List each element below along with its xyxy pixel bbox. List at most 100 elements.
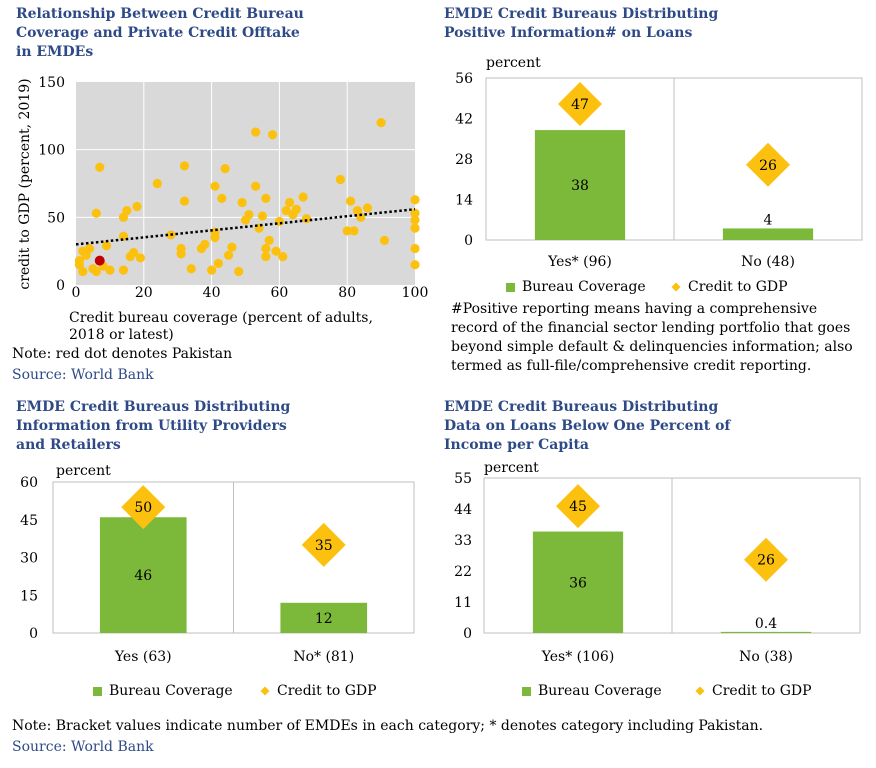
diamond-value-label: 26	[759, 158, 777, 174]
bar-y-tick-label: 14	[455, 193, 473, 209]
scatter-y-tick-label: 0	[56, 278, 65, 294]
diamond-value-label: 47	[571, 97, 589, 113]
scatter-x-axis-label: Credit bureau coverage (percent of adult…	[69, 310, 373, 326]
scatter-point	[220, 164, 230, 174]
scatter-point	[376, 118, 386, 128]
scatter-point	[244, 210, 254, 220]
bar-value-label: 38	[571, 178, 589, 194]
bar-category-label: No (48)	[741, 254, 795, 270]
footnote-line: beyond simple default & delinquencies in…	[451, 339, 853, 355]
bottom-note: Note: Bracket values indicate number of …	[12, 718, 764, 734]
scatter-y-axis-label: credit to GDP (percent, 2019)	[17, 78, 33, 289]
scatter-point	[410, 243, 420, 254]
bar-y-tick-label: 33	[454, 533, 472, 549]
scatter-point	[410, 195, 420, 205]
title-line: Information from Utility Providers	[16, 418, 287, 434]
scatter-point	[186, 264, 196, 274]
footnote-line: #Positive reporting means having a compr…	[451, 301, 818, 317]
bar-y-tick-label: 60	[20, 475, 38, 491]
scatter-point	[122, 205, 132, 216]
bar-coverage	[280, 602, 368, 633]
legend-credit-swatch	[260, 686, 270, 696]
scatter-trend-line	[75, 207, 416, 246]
scatter-point	[200, 239, 210, 249]
scatter-point	[227, 242, 237, 252]
positive-info-chart-title: EMDE Credit Bureaus Distributing Positiv…	[444, 5, 824, 43]
bar-value-label: 36	[569, 575, 587, 591]
diamond-value-label: 26	[757, 553, 775, 569]
credit-diamond	[558, 82, 602, 127]
scatter-source: Source: World Bank	[12, 367, 154, 383]
bar-y-tick-label: 0	[29, 626, 38, 642]
bar-coverage	[534, 130, 626, 240]
diamond-value-label: 45	[569, 499, 587, 515]
scatter-point	[410, 215, 420, 225]
scatter-x-tick-label: 20	[135, 285, 153, 301]
bar-coverage	[99, 517, 187, 633]
scatter-point	[237, 197, 247, 208]
bar-category-label: No* (81)	[293, 649, 354, 665]
scatter-point	[84, 243, 95, 254]
scatter-point	[410, 223, 420, 233]
scatter-point	[356, 212, 366, 222]
title-line: EMDE Credit Bureaus Distributing	[444, 6, 719, 22]
scatter-point	[179, 196, 190, 206]
bar-y-axis-label: percent	[486, 55, 541, 71]
legend-credit-label: Credit to GDP	[277, 683, 377, 699]
legend-bureau-swatch	[93, 687, 102, 696]
title-line: Relationship Between Credit Bureau	[16, 6, 304, 22]
scatter-point	[264, 235, 274, 245]
legend-credit-label: Credit to GDP	[688, 279, 788, 295]
scatter-point	[410, 208, 420, 218]
diamond-value-label: 35	[315, 538, 333, 554]
bar-value-label: 46	[134, 568, 152, 584]
credit-diamond	[121, 485, 166, 530]
scatter-point	[105, 265, 115, 275]
bar-y-axis-label: percent	[56, 463, 111, 479]
scatter-point	[101, 241, 112, 251]
bottom-source: Source: World Bank	[12, 739, 154, 755]
scatter-point	[261, 243, 271, 254]
scatter-point	[362, 203, 373, 213]
scatter-point	[349, 226, 359, 236]
scatter-point	[410, 260, 420, 270]
title-line: EMDE Credit Bureaus Distributing	[16, 399, 291, 415]
scatter-point	[179, 161, 190, 171]
scatter-point	[223, 250, 234, 260]
scatter-point	[217, 193, 227, 203]
scatter-point-pakistan	[94, 255, 105, 266]
bar-y-tick-label: 42	[455, 112, 473, 128]
scatter-x-tick-label: 60	[270, 285, 288, 301]
credit-diamond	[301, 522, 346, 567]
legend-bureau-swatch	[522, 687, 531, 696]
bar-coverage	[722, 228, 814, 240]
scatter-y-tick-label: 50	[47, 210, 65, 226]
scatter-point	[335, 174, 346, 185]
bar-value-label: 4	[764, 212, 773, 228]
scatter-point	[234, 266, 244, 277]
scatter-y-tick-label: 100	[38, 143, 65, 159]
scatter-point	[210, 227, 220, 237]
bar-y-tick-label: 55	[454, 471, 472, 487]
scatter-point	[251, 127, 261, 137]
scatter-point	[379, 235, 390, 245]
scatter-point	[91, 208, 101, 218]
title-line: in EMDEs	[16, 44, 94, 60]
scatter-x-tick-label: 40	[203, 285, 221, 301]
scatter-point	[257, 211, 268, 221]
utility-chart-title: EMDE Credit Bureaus Distributing Informa…	[16, 398, 336, 455]
scatter-point	[210, 181, 220, 191]
bar-y-tick-label: 11	[454, 595, 472, 611]
scatter-point	[152, 178, 162, 189]
scatter-point	[78, 266, 88, 277]
bar-y-tick-label: 15	[20, 588, 38, 604]
scatter-chart-title: Relationship Between Credit Bureau Cover…	[16, 5, 336, 62]
scatter-point	[291, 204, 301, 214]
bar-y-tick-label: 45	[20, 513, 38, 529]
bar-y-tick-label: 0	[463, 626, 472, 642]
footnote-line: record of the financial sector lending p…	[451, 320, 851, 336]
scatter-point	[271, 246, 281, 256]
bar-y-tick-label: 56	[455, 71, 473, 87]
legend-bureau-label: Bureau Coverage	[522, 279, 646, 295]
